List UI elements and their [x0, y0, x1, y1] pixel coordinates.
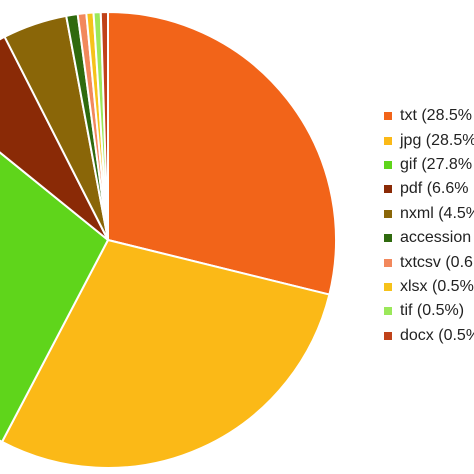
legend-label: jpg (28.5% [400, 131, 474, 149]
legend-item-jpg: jpg (28.5% [384, 128, 474, 152]
legend-item-nxml: nxml (4.5% [384, 202, 474, 226]
legend-item-accession: accession [384, 226, 474, 250]
legend-label: txt (28.5% [400, 107, 473, 125]
legend-item-pdf: pdf (6.6% [384, 177, 474, 201]
legend-label: accession [400, 229, 472, 247]
legend-swatch [384, 209, 392, 218]
legend-swatch [384, 136, 392, 145]
legend-label: xlsx (0.5% [400, 277, 474, 295]
pie-slice-gif [0, 151, 109, 443]
legend-swatch [384, 185, 392, 194]
legend-label: nxml (4.5% [400, 204, 474, 222]
legend-swatch [384, 258, 392, 267]
pie-slice-jpg [1, 239, 331, 469]
legend-label: pdf (6.6% [400, 180, 469, 198]
legend-item-gif: gif (27.8% [384, 153, 474, 177]
legend-swatch [384, 331, 392, 340]
legend-swatch [384, 160, 392, 169]
legend-label: txtcsv (0.6 [400, 253, 473, 271]
legend-item-docx: docx (0.5% [384, 324, 474, 348]
legend-item-xlsx: xlsx (0.5% [384, 275, 474, 299]
legend-label: gif (27.8% [400, 155, 473, 173]
legend-swatch [384, 307, 392, 316]
pie-slice-docx [99, 11, 109, 241]
legend-label: docx (0.5% [400, 326, 474, 344]
legend-item-txtcsv: txtcsv (0.6 [384, 250, 474, 274]
pie-slice-txt [107, 11, 337, 296]
legend-swatch [384, 282, 392, 291]
legend-item-txt: txt (28.5% [384, 104, 474, 128]
legend-swatch [384, 234, 392, 243]
legend-swatch [384, 112, 392, 121]
legend-label: tif (0.5%) [400, 302, 465, 320]
chart-legend: txt (28.5% jpg (28.5% gif (27.8% pdf (6.6% n… [384, 104, 474, 348]
legend-item-tif: tif (0.5%) [384, 299, 474, 323]
